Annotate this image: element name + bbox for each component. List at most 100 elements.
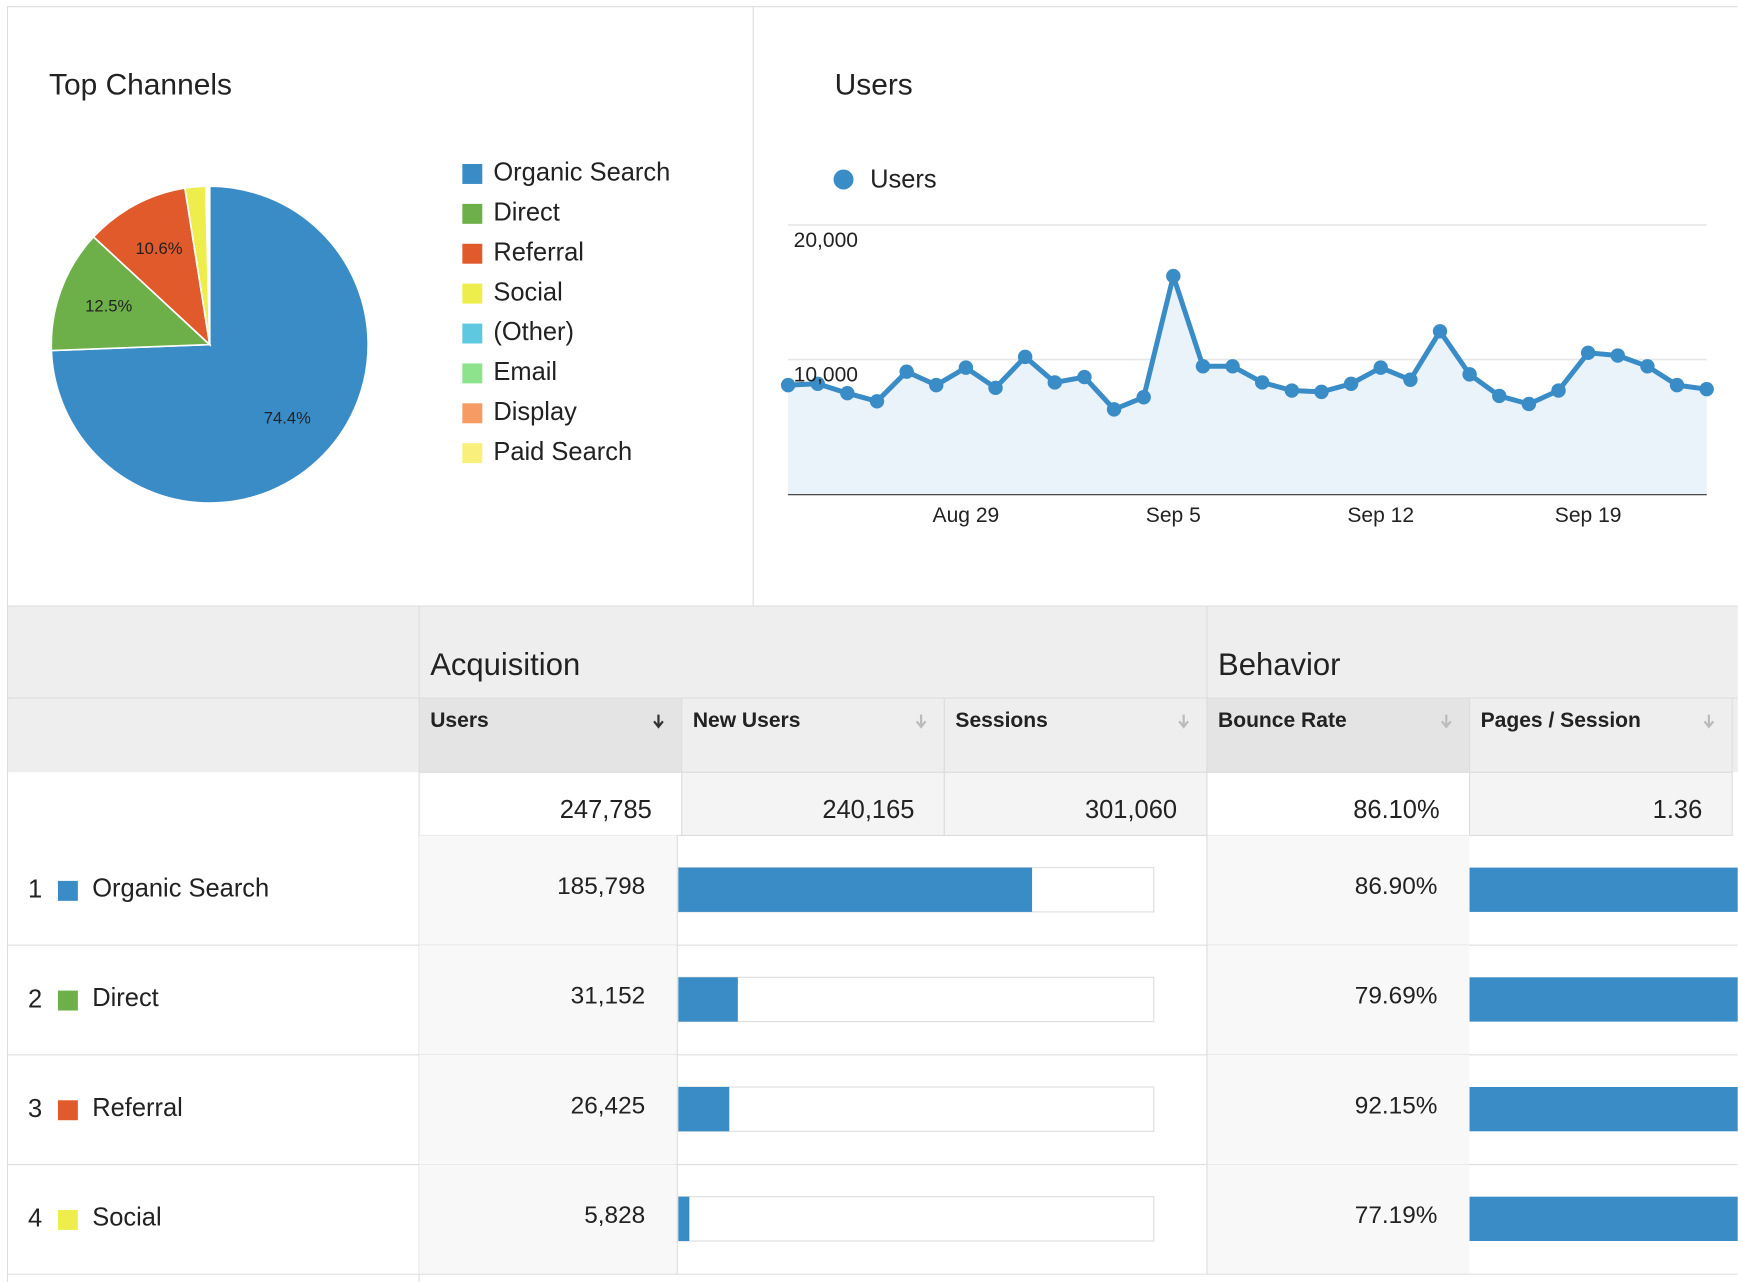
cell bbox=[1206, 945, 1470, 1055]
legend-label: Users bbox=[870, 165, 937, 193]
share-bar bbox=[678, 1086, 730, 1132]
pie-slice bbox=[50, 235, 212, 352]
legend-swatch bbox=[462, 203, 483, 224]
total-cell bbox=[1206, 771, 1471, 837]
row-swatch bbox=[57, 880, 78, 901]
data-point bbox=[1669, 377, 1685, 393]
data-point bbox=[1136, 390, 1151, 405]
x-tick-label: Aug 29 bbox=[933, 504, 1000, 527]
bounce-value: 86.90% bbox=[1355, 873, 1438, 900]
slice-label: 12.5% bbox=[85, 297, 132, 316]
column-header[interactable] bbox=[943, 697, 1208, 773]
pages-bar bbox=[1469, 867, 1738, 912]
row-swatch bbox=[57, 990, 78, 1011]
legend-label: Social bbox=[493, 278, 562, 306]
data-point bbox=[899, 364, 914, 379]
legend-swatch bbox=[462, 163, 483, 184]
slice-label: 74.4% bbox=[264, 409, 311, 428]
data-point bbox=[929, 377, 944, 393]
sort-arrow bbox=[915, 714, 927, 729]
data-point bbox=[958, 360, 974, 375]
total-cell bbox=[1469, 771, 1733, 837]
data-point bbox=[1225, 359, 1240, 374]
cell bbox=[419, 945, 678, 1055]
chart-title: Users bbox=[835, 68, 913, 101]
data-point bbox=[1106, 402, 1122, 417]
data-point bbox=[1580, 345, 1596, 361]
legend-label: (Other) bbox=[493, 318, 574, 346]
cell bbox=[1206, 1164, 1470, 1275]
legend-swatch bbox=[462, 363, 483, 384]
column-header[interactable] bbox=[1469, 697, 1733, 773]
data-point bbox=[1403, 372, 1418, 387]
channel-link[interactable]: Organic Search bbox=[92, 874, 269, 902]
cell bbox=[1206, 835, 1470, 946]
legend-swatch bbox=[462, 323, 483, 344]
row-swatch bbox=[57, 1100, 78, 1121]
cell bbox=[419, 1164, 678, 1275]
data-point bbox=[840, 386, 855, 401]
row-rank: 4 bbox=[28, 1205, 42, 1233]
pages-bar bbox=[1469, 1196, 1738, 1242]
data-point bbox=[780, 377, 796, 393]
area-fill bbox=[788, 276, 1707, 495]
column-header[interactable] bbox=[1206, 697, 1471, 773]
data-point bbox=[1492, 388, 1507, 404]
data-point bbox=[1521, 396, 1537, 412]
data-point bbox=[1551, 383, 1566, 398]
share-bar bbox=[678, 867, 1033, 912]
channel-link[interactable]: Social bbox=[92, 1204, 161, 1232]
total-value: 240,165 bbox=[822, 796, 914, 824]
pages-bar bbox=[1469, 1086, 1738, 1132]
sort-arrow bbox=[653, 714, 664, 729]
cell bbox=[1206, 1054, 1470, 1165]
bar-track bbox=[677, 1086, 1155, 1132]
row-rank: 1 bbox=[28, 876, 42, 904]
row-rank: 3 bbox=[28, 1095, 42, 1123]
legend-marker bbox=[833, 169, 854, 190]
column-header[interactable] bbox=[418, 697, 683, 773]
y-tick-label: 20,000 bbox=[794, 229, 858, 252]
data-point bbox=[1610, 348, 1625, 363]
channel-link[interactable]: Direct bbox=[92, 984, 159, 1012]
users-value: 185,798 bbox=[557, 873, 645, 900]
y-tick-label: 10,000 bbox=[794, 364, 858, 387]
column-header-label: New Users bbox=[693, 709, 801, 732]
bounce-value: 77.19% bbox=[1355, 1202, 1438, 1229]
row-swatch bbox=[57, 1209, 78, 1230]
data-point bbox=[1166, 268, 1181, 284]
data-point bbox=[1640, 359, 1655, 374]
sort-arrow bbox=[1703, 714, 1715, 729]
users-value: 26,425 bbox=[571, 1092, 646, 1119]
legend-swatch bbox=[462, 283, 483, 304]
total-value: 247,785 bbox=[560, 796, 652, 824]
data-point bbox=[1432, 324, 1448, 339]
legend-label: Email bbox=[493, 358, 557, 386]
column-header-label: Users bbox=[430, 709, 489, 732]
bar-track bbox=[677, 976, 1155, 1023]
legend-swatch bbox=[462, 243, 483, 264]
column-header[interactable] bbox=[681, 697, 945, 773]
data-point bbox=[1343, 376, 1359, 391]
bounce-value: 79.69% bbox=[1355, 983, 1438, 1010]
data-point bbox=[1699, 381, 1714, 397]
group-header: Acquisition bbox=[430, 647, 580, 682]
legend-label: Display bbox=[493, 398, 577, 426]
row-rank: 2 bbox=[28, 985, 42, 1013]
channel-link[interactable]: Referral bbox=[92, 1094, 183, 1122]
share-bar bbox=[678, 1196, 690, 1242]
pie-slice bbox=[92, 187, 211, 347]
data-point bbox=[1195, 359, 1211, 374]
bounce-value: 92.15% bbox=[1355, 1092, 1438, 1119]
users-value: 31,152 bbox=[571, 983, 646, 1010]
slice-label: 10.6% bbox=[135, 239, 182, 258]
data-point bbox=[810, 376, 825, 391]
pie-slice bbox=[207, 185, 211, 345]
x-tick-label: Sep 19 bbox=[1555, 504, 1622, 527]
total-cell bbox=[943, 771, 1208, 837]
legend-label: Organic Search bbox=[493, 159, 670, 187]
data-point bbox=[1077, 369, 1092, 385]
column-header-label: Bounce Rate bbox=[1218, 709, 1347, 732]
total-value: 86.10% bbox=[1353, 796, 1439, 824]
